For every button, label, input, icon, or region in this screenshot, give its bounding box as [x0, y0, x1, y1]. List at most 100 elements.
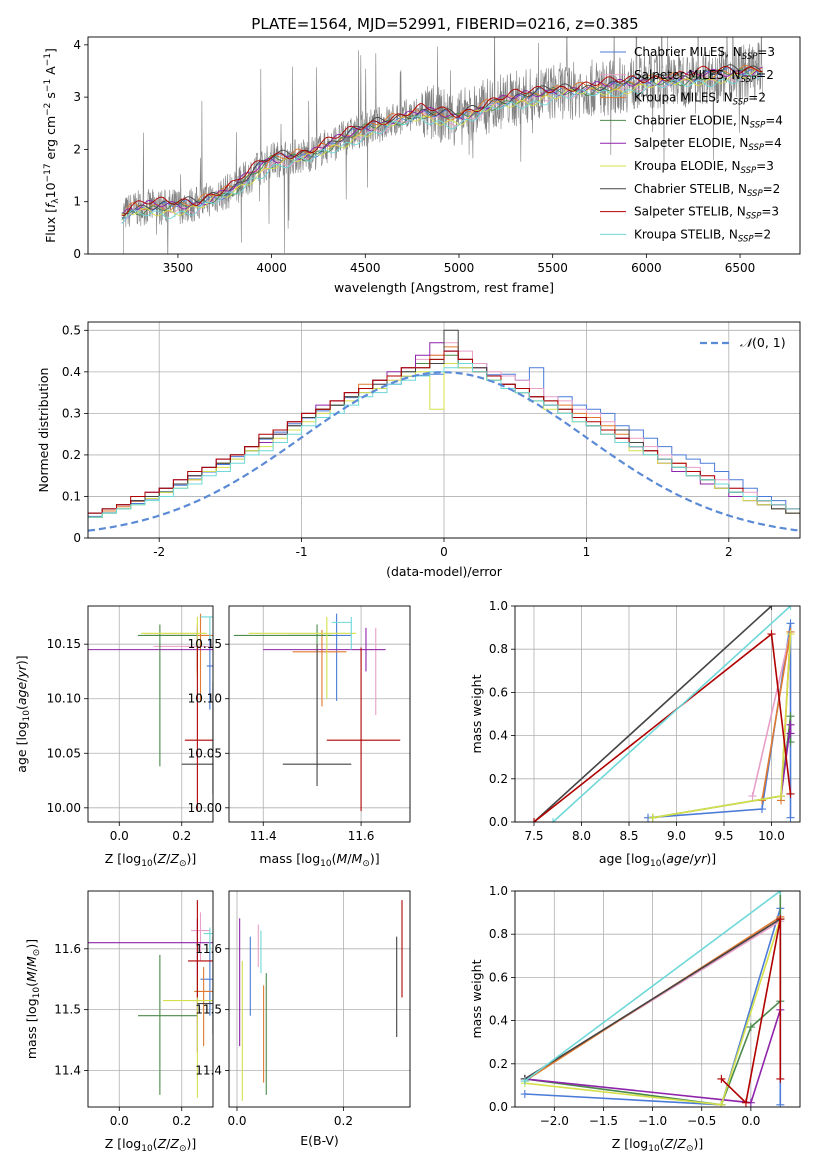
legend-subscript: SSP — [746, 212, 762, 222]
weight-marker — [530, 818, 538, 822]
weight-marker — [767, 606, 776, 610]
weight-line-9 — [552, 606, 792, 822]
weight-marker — [746, 1023, 755, 1032]
x-axis-label: wavelength [Angstrom, rest frame] — [334, 280, 554, 295]
spectrum-panel: 3500 4000 4500 5000 5500 6000 6500 0 1 2 3 4 wavelen… — [43, 36, 801, 295]
y-tick-label: 10.00 — [188, 801, 222, 815]
weight-line-8 — [720, 918, 782, 1105]
x-tick-label: 7.5 — [524, 829, 543, 843]
weight-marker — [786, 630, 795, 639]
legend-subscript: SSP — [741, 166, 757, 176]
legend-subscript: SSP — [741, 75, 757, 85]
plot-area — [239, 900, 403, 1101]
y-tick-label: 1 — [73, 195, 81, 209]
legend-value: =3 — [757, 45, 775, 59]
legend-subscript: SSP — [733, 98, 749, 108]
legend-value: =2 — [763, 182, 781, 196]
y-axis-label: mass [log10(M/M⊙)] — [24, 939, 42, 1059]
y-tick-label: 11.6 — [54, 942, 81, 956]
weight-marker — [776, 891, 785, 895]
x-axis-label: Z [log10(Z/Z⊙)] — [612, 1136, 704, 1154]
x-tick-label: 4000 — [256, 261, 287, 275]
weight-marker — [786, 813, 795, 822]
x-tick-label: 0 — [440, 545, 448, 559]
y-tick-label: 0.4 — [489, 729, 508, 743]
residuals-panel: -2 -1 0 1 2 0 0.1 0.2 0.3 0.4 0.5 (data-model)/erro… — [36, 321, 801, 579]
x-tick-label: 0.0 — [110, 829, 129, 843]
weight-marker — [776, 1074, 785, 1083]
weight-marker — [717, 1100, 726, 1107]
legend-subscript: SSP — [747, 189, 763, 199]
y-tick-label: 11.4 — [54, 1063, 81, 1077]
weight-marker — [741, 1098, 750, 1107]
x-tick-label: 5000 — [444, 261, 475, 275]
legend-subscript: SSP — [750, 120, 766, 130]
age-vs-mass-panel: 11.4 11.6 10.00 10.05 10.10 10.15 mass [log10(… — [188, 605, 411, 869]
y-tick-label: 2 — [73, 142, 81, 156]
x-tick-label: 8.5 — [619, 829, 638, 843]
axes-frame — [514, 890, 801, 1108]
legend-value: =2 — [754, 227, 772, 241]
observed-spectrum-line — [122, 37, 763, 254]
x-tick-label: 0.2 — [172, 829, 191, 843]
y-tick-label: 3 — [73, 90, 81, 104]
x-axis-label: age [log10(age/yr)] — [599, 851, 716, 869]
legend-label: Salpeter ELODIE, NSSP=4 — [634, 136, 782, 153]
legend-value: =4 — [765, 113, 783, 127]
weight-vs-age-panel: 7.5 8.0 8.5 9.0 9.5 10.0 0.0 0.2 0.4 0.6 0.8 1.0 age… — [469, 599, 801, 869]
y-tick-label: 0 — [73, 531, 81, 545]
y-tick-label: 0.5 — [62, 323, 81, 337]
legend-value: =3 — [756, 159, 774, 173]
x-axis-label: Z [log10(Z/Z⊙)] — [105, 1136, 197, 1154]
histogram-9 — [88, 363, 800, 522]
age-vs-z-panel: 0.0 0.2 10.00 10.05 10.10 10.15 Z [log10(Z/Z⊙)… — [14, 605, 214, 869]
normal-distribution-curve — [88, 371, 800, 532]
x-tick-label: −1.5 — [589, 1114, 618, 1128]
y-tick-label: 10.15 — [47, 637, 81, 651]
x-tick-label: 6500 — [725, 261, 756, 275]
y-tick-label: 10.10 — [188, 692, 222, 706]
y-axis-label: Flux [fλ10−17 erg cm−2 s−1 A−1] — [43, 48, 61, 243]
y-tick-label: 0.0 — [489, 1100, 508, 1114]
weight-line-9 — [524, 891, 781, 1082]
axes-frame — [87, 36, 801, 255]
y-tick-label: 0.1 — [62, 489, 81, 503]
y-tick-label: 4 — [73, 38, 81, 52]
plot-area — [88, 329, 800, 532]
weight-marker — [520, 1090, 529, 1099]
mass-vs-ebv-panel: 0.0 0.2 11.4 11.5 11.6 E(B-V) — [195, 890, 411, 1148]
histogram-6 — [88, 363, 800, 522]
weight-marker — [786, 606, 795, 610]
model-line-8 — [121, 65, 763, 217]
axes-frame — [87, 605, 214, 823]
y-tick-label: 10.10 — [47, 692, 81, 706]
x-tick-label: 2 — [725, 545, 733, 559]
y-axis-label: age [log10(age/yr)] — [14, 655, 32, 772]
plot-area — [121, 37, 763, 254]
legend-value: =2 — [756, 68, 774, 82]
x-tick-label: -2 — [153, 545, 165, 559]
axes-frame — [514, 605, 801, 823]
x-tick-label: −1.0 — [638, 1114, 667, 1128]
plot-area — [88, 900, 213, 1098]
legend-subscript: SSP — [742, 52, 758, 62]
legend-subscript: SSP — [748, 143, 764, 153]
y-tick-label: 10.05 — [47, 746, 81, 760]
weight-marker — [786, 789, 795, 798]
weight-marker — [786, 729, 795, 738]
x-tick-label: 0.2 — [334, 1114, 353, 1128]
spectrum-title: PLATE=1564, MJD=52991, FIBERID=0216, z=0… — [251, 15, 638, 33]
axes-frame — [87, 321, 801, 539]
y-tick-label: 0.0 — [489, 815, 508, 829]
legend-label: Salpeter STELIB, NSSP=3 — [634, 205, 779, 222]
x-tick-label: 11.6 — [348, 829, 375, 843]
x-tick-label: 1 — [583, 545, 591, 559]
y-tick-label: 1.0 — [489, 599, 508, 613]
y-tick-label: 0.8 — [489, 927, 508, 941]
weight-marker — [758, 805, 766, 814]
weight-marker — [786, 619, 795, 628]
x-axis-label: Z [log10(Z/Z⊙)] — [105, 851, 197, 869]
axes-frame — [87, 890, 214, 1108]
y-tick-label: 0.4 — [489, 1014, 508, 1028]
